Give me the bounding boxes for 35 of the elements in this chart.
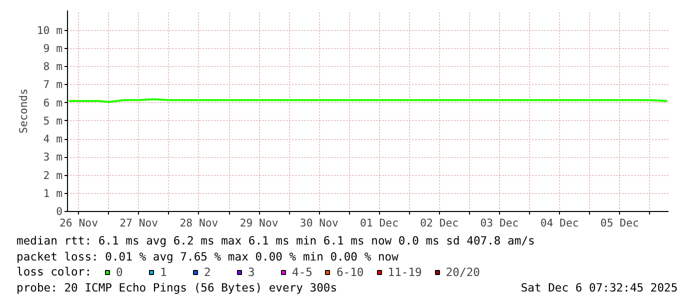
x-tick-label: 03 Dec — [480, 216, 519, 230]
x-tick-label: 05 Dec — [600, 216, 639, 230]
legend-label: 4-5 — [292, 265, 312, 279]
text: Sat Dec 6 07:32:45 2025 — [520, 280, 678, 294]
legend-label: 11-19 — [388, 265, 422, 279]
x-tick-label: 28 Nov — [180, 216, 218, 230]
y-tick-label: 5 m — [43, 114, 63, 128]
x-tick-label: 01 Dec — [360, 216, 399, 230]
legend-label: 1 — [160, 265, 168, 279]
y-tick-label: 9 m — [43, 42, 63, 56]
y-tick-label: 10 m — [36, 24, 63, 37]
y-tick-label: 7 m — [43, 78, 63, 92]
legend-label: 6-10 — [336, 265, 364, 279]
y-axis-title: Seconds — [16, 88, 30, 134]
legend-label: 3 — [248, 265, 256, 279]
x-tick-label: 30 Nov — [300, 216, 338, 230]
x-tick-label: 29 Nov — [240, 216, 278, 230]
y-tick-label: 4 m — [43, 132, 63, 146]
legend-label: 20/20 — [446, 265, 480, 279]
x-tick-label: 02 Dec — [420, 216, 459, 230]
text: median rtt: 6.1 ms avg 6.2 ms max 6.1 ms min 6.1 ms now 0.0 ms sd 407.8 am/s — [16, 234, 535, 248]
y-tick-label: 1 m — [43, 186, 63, 200]
x-tick-label: 04 Dec — [540, 216, 579, 230]
legend-title: loss color: — [16, 264, 92, 278]
y-tick-label: 6 m — [43, 96, 63, 110]
y-tick-label: 3 m — [43, 150, 63, 164]
y-tick-label: 0 — [56, 205, 63, 218]
y-tick-label: 8 m — [43, 60, 63, 74]
x-tick-label: 26 Nov — [60, 216, 98, 230]
text: probe: 20 ICMP Echo Pings (56 Bytes) every 300s — [16, 280, 338, 294]
legend-label: 2 — [204, 265, 212, 279]
y-tick-label: 2 m — [43, 168, 63, 182]
text: packet loss: 0.01 % avg 7.65 % max 0.00 % min 0.00 % now — [16, 250, 399, 264]
x-tick-label: 27 Nov — [120, 216, 158, 230]
legend-label: 0 — [116, 265, 124, 279]
